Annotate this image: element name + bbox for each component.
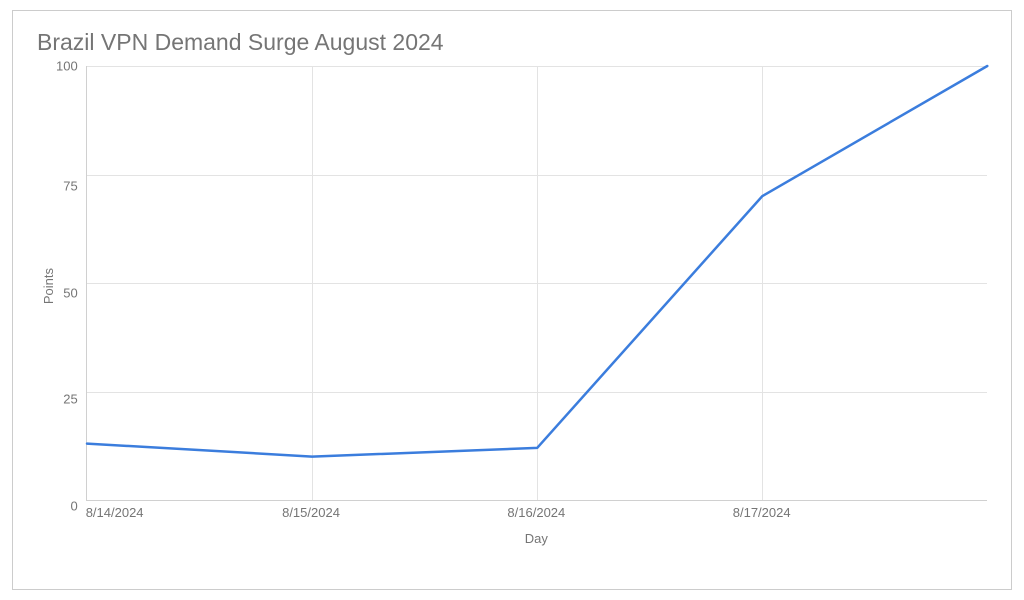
chart-title: Brazil VPN Demand Surge August 2024 (37, 29, 987, 56)
x-axis-label: Day (86, 531, 987, 546)
y-axis-label: Points (37, 268, 56, 304)
y-tick: 75 (63, 179, 77, 192)
x-axis-ticks: 8/14/2024 8/15/2024 8/16/2024 8/17/2024 (86, 505, 987, 525)
plot-wrap: Points 100 75 50 25 0 (37, 66, 987, 546)
chart-container: Brazil VPN Demand Surge August 2024 Poin… (12, 10, 1012, 590)
data-line (87, 66, 987, 457)
y-tick: 50 (63, 286, 77, 299)
y-tick: 100 (56, 60, 78, 73)
x-tick: 8/14/2024 (86, 505, 144, 520)
x-tick: 8/16/2024 (507, 505, 565, 520)
line-chart-svg (87, 66, 987, 500)
x-tick: 8/17/2024 (733, 505, 791, 520)
y-tick: 0 (70, 500, 77, 513)
plot-column: 8/14/2024 8/15/2024 8/16/2024 8/17/2024 … (86, 66, 987, 546)
plot-area (86, 66, 987, 501)
y-axis-ticks: 100 75 50 25 0 (56, 66, 86, 506)
y-tick: 25 (63, 393, 77, 406)
x-tick: 8/15/2024 (282, 505, 340, 520)
